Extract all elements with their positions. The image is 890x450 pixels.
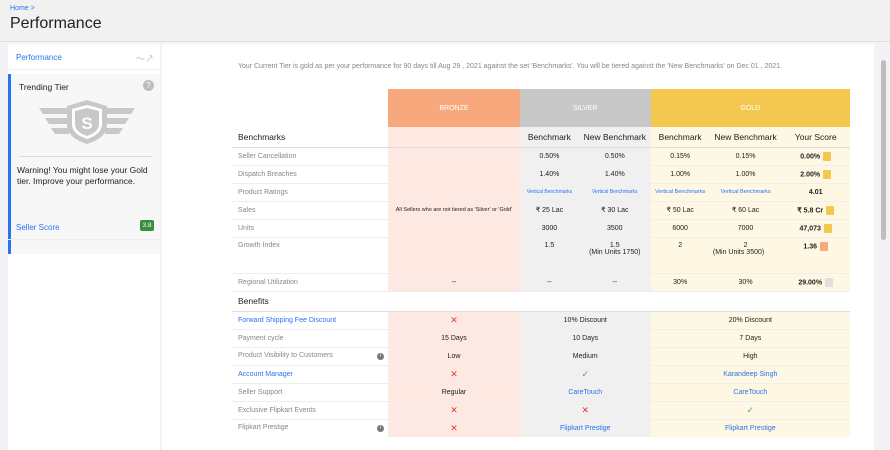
red-score-icon bbox=[820, 241, 828, 251]
trend-icon: 〜↗ bbox=[135, 54, 154, 64]
silver-tier-badge-icon: S bbox=[39, 100, 135, 144]
table-row: Seller Cancellation All Sellers who are … bbox=[232, 147, 850, 274]
col-benchmark: Benchmark bbox=[519, 127, 579, 148]
sidebar-item-performance[interactable]: Performance 〜↗ bbox=[8, 44, 160, 70]
gold-score-icon bbox=[823, 151, 832, 161]
table-row: Exclusive Flipkart Events ✕ ✕ ✓ bbox=[232, 401, 850, 420]
table-row: Dispatch Breaches 1.40% 1.40% 1.00% 1.00… bbox=[232, 165, 850, 184]
bronze-note: All Sellers who are not tiered as 'Silve… bbox=[388, 147, 520, 274]
table-row: Forward Shipping Fee Discount ✕ 10% Disc… bbox=[232, 311, 850, 330]
table-row: Product Ratings Vertical Benchmarks Vert… bbox=[232, 183, 850, 202]
gold-score-icon bbox=[823, 223, 832, 233]
col-new-benchmark: New Benchmark bbox=[709, 127, 782, 148]
col-benchmark: Benchmark bbox=[650, 127, 710, 148]
info-icon[interactable]: i bbox=[377, 353, 385, 360]
tier-table: BRONZE SILVER GOLD Benchmarks Benchmark … bbox=[232, 89, 850, 437]
grey-score-icon bbox=[825, 277, 834, 287]
scrollbar[interactable] bbox=[881, 60, 886, 240]
main-content: Your Current Tier is gold as per your pe… bbox=[162, 44, 874, 450]
tier-notice: Your Current Tier is gold as per your pe… bbox=[238, 63, 783, 70]
sidebar-item-label: Performance bbox=[16, 53, 62, 62]
table-row: Account Manager ✕ ✓ Karandeep Singh bbox=[232, 365, 850, 384]
section-benefits: Benefits bbox=[232, 291, 850, 312]
table-row: Growth Index 1.5 1.5 (Min Units 1750) 2 2… bbox=[232, 237, 850, 274]
help-icon[interactable]: ? bbox=[143, 80, 154, 91]
badge-letter: S bbox=[81, 114, 92, 133]
col-your-score: Your Score bbox=[781, 127, 850, 148]
table-row: Sales ₹ 25 Lac ₹ 30 Lac ₹ 50 Lac ₹ 60 La… bbox=[232, 201, 850, 220]
divider bbox=[19, 156, 152, 157]
gold-score-icon bbox=[826, 205, 835, 215]
breadcrumb-home[interactable]: Home > bbox=[10, 5, 35, 12]
gold-score-icon bbox=[823, 169, 832, 179]
silver-min-units: (Min Units 1750) bbox=[589, 248, 641, 256]
sidebar-item-seller-score[interactable]: Seller Score 3.8 bbox=[8, 214, 160, 240]
tier-header-silver: SILVER bbox=[519, 89, 651, 127]
table-row: Payment cycle 15 Days 10 Days 7 Days bbox=[232, 329, 850, 348]
tier-header-bronze: BRONZE bbox=[388, 89, 520, 127]
sidebar-item-label: Seller Score bbox=[16, 223, 60, 232]
table-row: Regional Utilization -- -- -- 30% 30% 29… bbox=[232, 273, 850, 292]
sidebar: Performance 〜↗ Trending Tier ? S Warning… bbox=[8, 44, 160, 450]
trending-tier-card: Trending Tier ? S Warning! You might los… bbox=[8, 74, 160, 254]
page-header: Home > Performance bbox=[0, 0, 890, 42]
tier-warning: Warning! You might lose your Gold tier. … bbox=[17, 165, 148, 186]
table-row: Units 3000 3500 6000 7000 47,073 bbox=[232, 219, 850, 238]
tier-header-gold: GOLD bbox=[650, 89, 850, 127]
page-title: Performance bbox=[10, 15, 102, 32]
tier-title: Trending Tier bbox=[19, 82, 69, 92]
table-row: Flipkart Prestige i ✕ Flipkart Prestige F… bbox=[232, 419, 850, 437]
table-row: Seller Support Regular CareTouch CareTou… bbox=[232, 383, 850, 402]
table-row: Product Visibility to Customers i Low Med… bbox=[232, 347, 850, 366]
gold-min-units: (Min Units 3500) bbox=[712, 248, 765, 256]
seller-score-badge: 3.8 bbox=[140, 220, 154, 231]
info-icon[interactable]: i bbox=[377, 425, 385, 433]
col-new-benchmark: New Benchmark bbox=[578, 127, 651, 148]
section-benchmarks: Benchmarks bbox=[232, 127, 389, 148]
